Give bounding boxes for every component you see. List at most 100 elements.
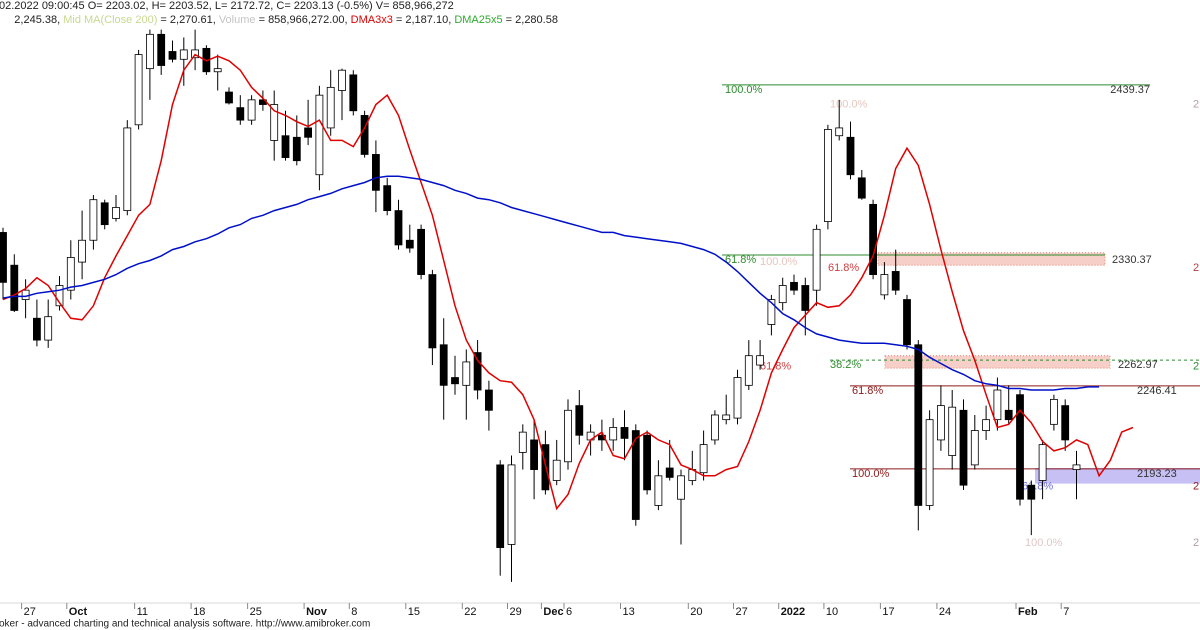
candle-body [598, 434, 606, 441]
x-tick-label: Oct [69, 606, 88, 618]
candle-body [21, 289, 30, 300]
ma-line [2, 53, 1134, 511]
candle-body [1050, 398, 1058, 425]
candle-body [66, 257, 75, 291]
candle-body [801, 285, 810, 311]
x-tick-label: Dec [543, 606, 563, 618]
candle-body [880, 274, 889, 296]
candle-body [677, 475, 685, 500]
fib-level: 38.2% [830, 359, 861, 371]
candle-body [665, 467, 674, 478]
x-tick-label: 10 [826, 606, 838, 618]
header-part: Mid MA(Close 200) [63, 14, 157, 26]
candle-body [812, 228, 821, 291]
x-tick-label: 24 [939, 606, 951, 618]
candle-body [33, 317, 41, 341]
candle-body [711, 414, 719, 441]
fib-level: 61.8% [725, 254, 756, 266]
candle-body [620, 427, 629, 439]
fib-faded-label: 61.8% [828, 262, 859, 274]
candle-body [925, 419, 934, 506]
plot-area: 100.0% 2439.37 61.8% 2330.37 38.2% 2262.97 61.… [0, 29, 1200, 582]
candle-body [326, 86, 335, 129]
candle-body [937, 405, 945, 441]
x-tick-label: 18 [193, 606, 205, 618]
candle-body [948, 406, 957, 456]
x-tick-label: 6 [566, 606, 572, 618]
footer: oker - advanced charting and technical a… [0, 619, 370, 630]
candle-body [1004, 409, 1013, 421]
x-tick-label: 20 [690, 606, 702, 618]
fib-zone [877, 252, 1106, 266]
fib-faded-label: 2 [1193, 537, 1199, 549]
candle-body [55, 285, 64, 307]
candle-body [451, 377, 459, 385]
header-line-2: 2,245.38, Mid MA(Close 200) = 2,270.61, … [0, 14, 567, 26]
candle-body [304, 127, 313, 138]
candle-body [767, 299, 776, 325]
header-part: Volume [219, 14, 256, 26]
fib-level: 100.0% [725, 84, 763, 96]
ma-line [2, 175, 1100, 391]
candle-body [236, 107, 245, 121]
candle-body [1027, 484, 1036, 500]
fib-level: 100.0% [852, 468, 890, 480]
candle-body [869, 203, 877, 275]
candle-body [462, 361, 471, 386]
x-tick-label: 25 [250, 606, 262, 618]
x-tick-label: Nov [306, 606, 328, 618]
candle-body [903, 299, 911, 346]
candle-body [891, 271, 900, 291]
candle-body [112, 207, 120, 219]
header-part: = 2,280.58 [503, 14, 558, 26]
candle-body [270, 104, 279, 141]
candle-body [157, 33, 166, 66]
x-tick-label: Feb [1018, 606, 1038, 618]
candle-body [564, 409, 572, 463]
x-tick-label: 7 [1063, 606, 1069, 618]
candle-body [134, 54, 143, 126]
candle-body [970, 430, 979, 466]
header-part: = 2,270.61, [157, 14, 218, 26]
candle-body [914, 344, 923, 506]
candle-body [168, 51, 177, 60]
candle-body [394, 210, 403, 246]
x-tick-label: 27 [24, 606, 36, 618]
candle-body [654, 475, 663, 506]
x-tick-label: 22 [464, 606, 476, 618]
candle-body [857, 177, 866, 199]
fib-faded-label: 2 [1193, 361, 1199, 373]
candle-body [507, 464, 516, 545]
fib-faded-label: 2 [1193, 481, 1199, 493]
x-tick-label: 8 [351, 606, 357, 618]
candle-body [835, 127, 844, 137]
candle-body [1016, 394, 1024, 500]
candle-body [428, 274, 437, 349]
candle-body [609, 427, 618, 441]
legend-entry: DMA25x5 [454, 14, 502, 26]
header-part: = 2,187.10, [393, 14, 454, 26]
x-tick-label: 15 [408, 606, 420, 618]
candle-body [247, 99, 256, 121]
x-tick-label: 11 [137, 606, 148, 618]
x-tick-label: 2022 [781, 606, 805, 618]
fib-zone [884, 355, 1111, 369]
candle-body [824, 129, 832, 222]
fib-price: 2262.97 [1118, 359, 1158, 371]
candle-body [145, 33, 154, 70]
fib-faded-label: 100.0% [760, 256, 798, 268]
candle-body [790, 281, 798, 291]
candle-body [0, 232, 7, 283]
candle-body [338, 69, 346, 91]
candle-body [349, 74, 358, 112]
header-line-1: 02.2022 09:00:45 O= 2203.02, H= 2203.52,… [0, 0, 454, 12]
fib-faded-label: 2 [1193, 262, 1199, 274]
fib-faded-label: 61.8% [760, 361, 791, 373]
candle-body [744, 355, 753, 386]
candle-body [722, 414, 731, 421]
candle-body [778, 285, 787, 304]
candle-body [518, 431, 527, 453]
fib-price: 2246.41 [1137, 385, 1177, 397]
x-tick-label: 13 [623, 606, 635, 618]
